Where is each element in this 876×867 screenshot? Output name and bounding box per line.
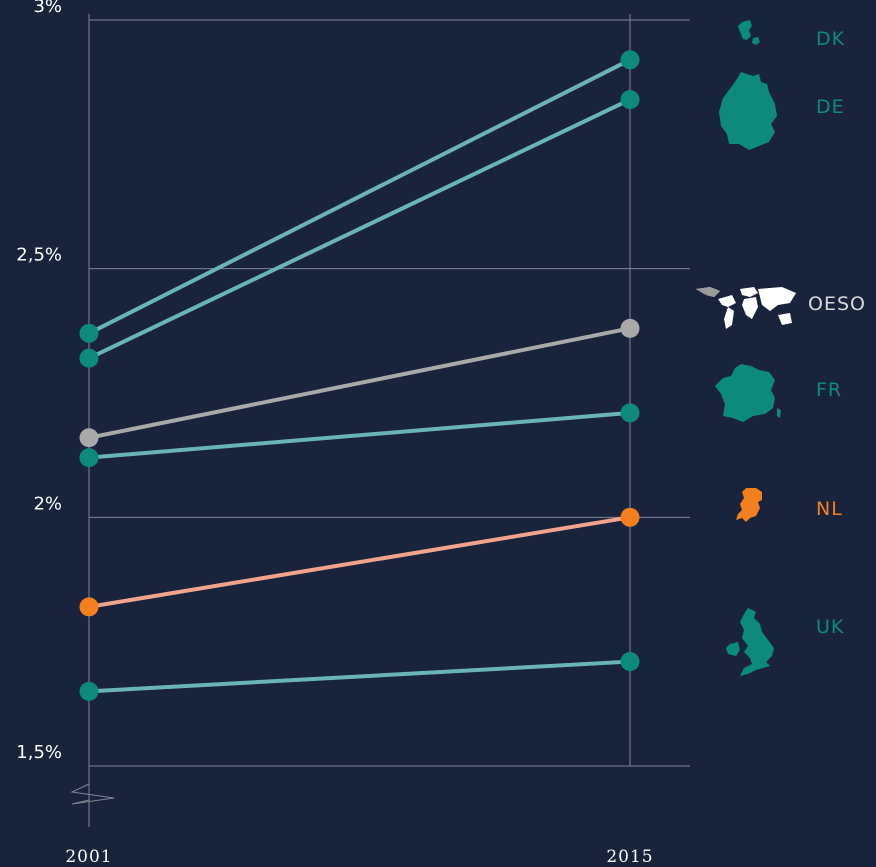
series-label: NL	[816, 498, 843, 520]
world-map-icon	[696, 287, 796, 329]
series-line-fr	[87, 410, 632, 460]
series-label: UK	[816, 616, 844, 638]
y-tick-label: 2%	[33, 493, 62, 514]
data-point	[79, 323, 99, 343]
germany-map-icon	[719, 72, 777, 150]
data-point	[620, 50, 640, 70]
country-icons	[696, 20, 796, 676]
series-line-de	[87, 97, 632, 361]
series-label: FR	[816, 379, 842, 401]
series-label: DK	[816, 28, 845, 50]
axis-break-icon	[70, 778, 115, 827]
data-point	[620, 652, 640, 672]
netherlands-map-icon	[736, 488, 762, 522]
x-tick-labels: 2001 2015	[65, 847, 653, 867]
series-line-dk	[87, 57, 632, 336]
y-tick-label: 3%	[33, 0, 62, 17]
series-points	[79, 50, 640, 701]
data-point	[79, 681, 99, 701]
denmark-map-icon	[738, 20, 760, 45]
series-lines	[87, 57, 632, 694]
series-line-oeso	[87, 326, 632, 440]
y-tick-label: 1,5%	[16, 742, 62, 763]
data-point	[620, 403, 640, 423]
x-tick-label: 2015	[606, 847, 653, 867]
series-label: DE	[816, 96, 845, 118]
uk-map-icon	[726, 608, 774, 676]
y-tick-labels: 3% 2,5% 2% 1,5%	[16, 0, 62, 763]
gridlines	[89, 19, 690, 767]
y-tick-label: 2,5%	[16, 245, 62, 266]
data-point	[79, 428, 99, 448]
series-line-nl	[87, 515, 632, 609]
x-tick-label: 2001	[65, 847, 112, 867]
france-map-icon	[715, 364, 781, 422]
series-line-uk	[87, 659, 632, 694]
data-point	[79, 448, 99, 468]
series-labels: DK DE OESO FR NL UK	[808, 28, 866, 638]
data-point	[620, 318, 640, 338]
data-point	[79, 348, 99, 368]
data-point	[620, 507, 640, 527]
data-point	[620, 90, 640, 110]
series-label: OESO	[808, 293, 866, 315]
data-point	[79, 597, 99, 617]
